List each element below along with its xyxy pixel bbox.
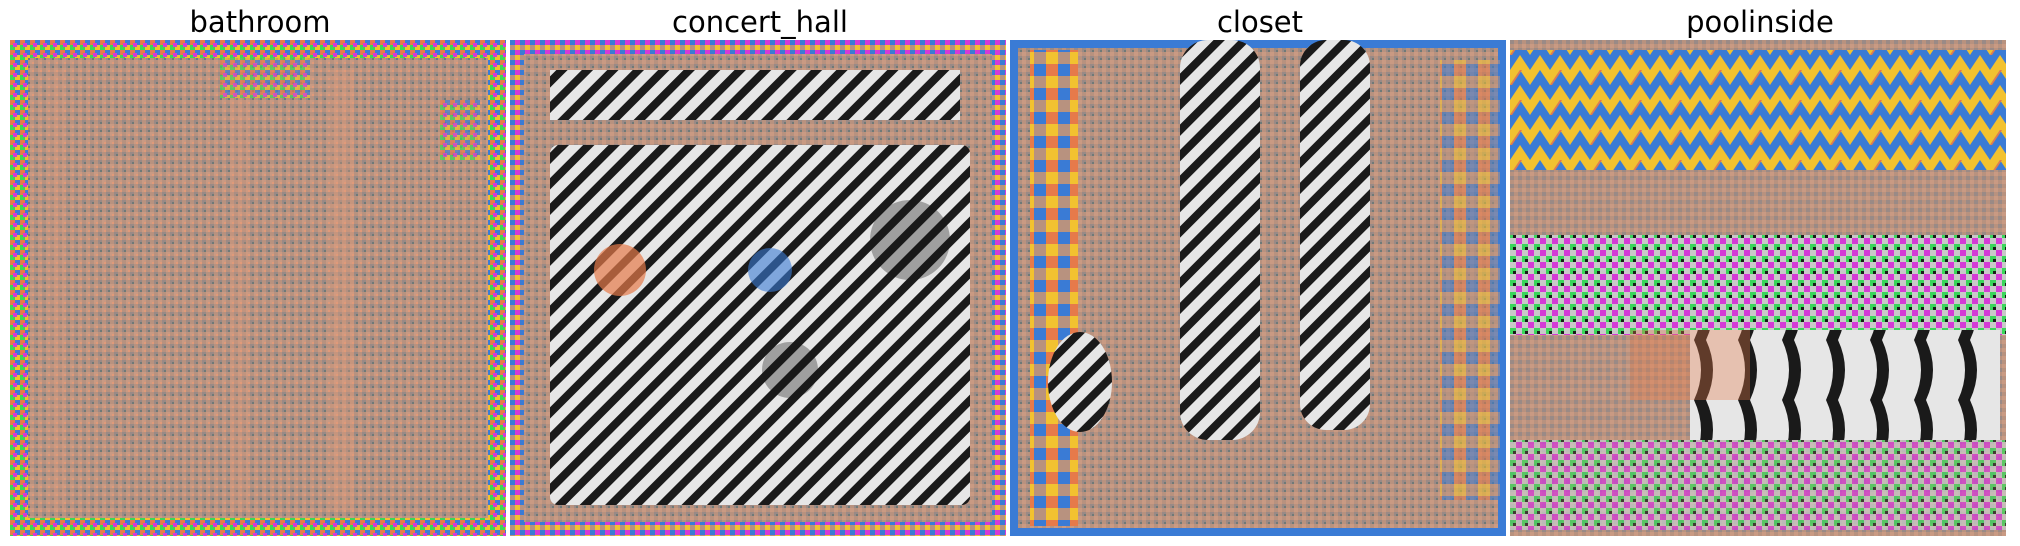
generated-image-poolinside xyxy=(1510,40,2006,536)
panel-bathroom: bathroom xyxy=(10,0,510,546)
panel-concert-hall: concert_hall xyxy=(510,0,1010,546)
generated-image-bathroom xyxy=(10,40,506,536)
generated-image-concert-hall xyxy=(510,40,1006,536)
panel-title: closet xyxy=(1216,5,1304,39)
generated-image-closet xyxy=(1010,40,1506,536)
panel-title: concert_hall xyxy=(672,5,848,39)
panel-poolinside: poolinside xyxy=(1510,0,2010,546)
panel-title: poolinside xyxy=(1686,5,1834,39)
panel-title: bathroom xyxy=(189,5,331,39)
panel-closet: closet xyxy=(1010,0,1510,546)
